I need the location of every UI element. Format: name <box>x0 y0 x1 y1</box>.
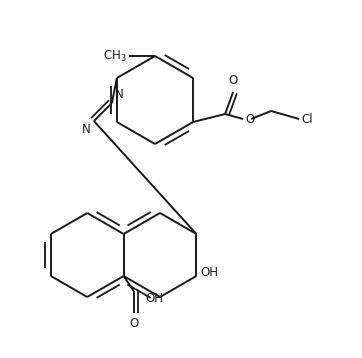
Text: O: O <box>129 317 138 330</box>
Text: N: N <box>115 88 124 101</box>
Text: CH$_3$: CH$_3$ <box>103 48 127 64</box>
Text: OH: OH <box>146 292 164 305</box>
Text: OH: OH <box>201 266 218 280</box>
Text: Cl: Cl <box>301 112 313 126</box>
Text: O: O <box>245 112 254 126</box>
Text: N: N <box>82 123 91 136</box>
Text: O: O <box>228 74 238 87</box>
